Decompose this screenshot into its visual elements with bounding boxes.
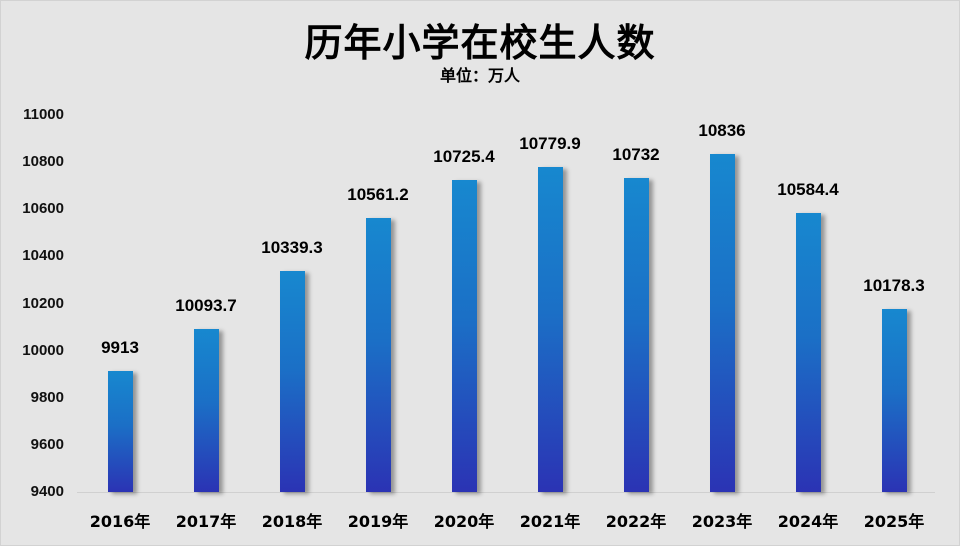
y-tick-label: 10200 (22, 294, 64, 312)
bar-value-label: 10732 (612, 145, 660, 165)
x-tick-label: 2024年 (777, 512, 839, 531)
x-axis-line (77, 492, 935, 493)
bar (279, 270, 305, 492)
bar-value-label: 10725.4 (433, 146, 495, 166)
x-tick-label: 2021年 (519, 512, 581, 531)
bar (537, 166, 563, 492)
x-tick-label: 2020年 (433, 512, 495, 531)
y-tick-label: 9400 (30, 483, 64, 500)
y-tick-label: 11000 (23, 106, 64, 123)
bar-value-label: 9913 (101, 338, 139, 358)
x-tick-label: 2025年 (863, 512, 925, 531)
bar-value-label: 10584.4 (777, 179, 839, 199)
bar (881, 308, 907, 492)
chart-title: 历年小学在校生人数 (304, 21, 656, 65)
bar (709, 153, 735, 492)
bar (795, 212, 821, 492)
y-tick-label: 10000 (22, 341, 64, 359)
bar-value-label: 10093.7 (175, 295, 237, 315)
bar-value-label: 10339.3 (261, 237, 323, 257)
x-tick-label: 2023年 (691, 512, 753, 531)
x-tick-label: 2016年 (89, 512, 151, 531)
y-tick-label: 9600 (30, 435, 64, 453)
bar (623, 178, 649, 492)
chart-subtitle: 单位：万人 (439, 66, 520, 85)
y-tick-label: 10800 (22, 153, 64, 171)
bar (193, 328, 219, 492)
bar-value-label: 10836 (698, 120, 746, 140)
y-tick-label: 10400 (22, 247, 64, 265)
y-tick-label: 9800 (30, 388, 64, 406)
x-tick-label: 2017年 (175, 512, 237, 531)
y-tick-label: 10600 (22, 200, 64, 218)
bar-value-label: 10178.3 (863, 275, 925, 295)
x-tick-label: 2018年 (261, 512, 323, 531)
bar (451, 179, 477, 492)
bar (107, 371, 133, 492)
x-tick-label: 2019年 (347, 512, 409, 531)
x-tick-label: 2022年 (605, 512, 667, 531)
bar-value-label: 10561.2 (347, 185, 409, 205)
bar (365, 218, 391, 492)
bar-value-label: 10779.9 (519, 133, 581, 153)
